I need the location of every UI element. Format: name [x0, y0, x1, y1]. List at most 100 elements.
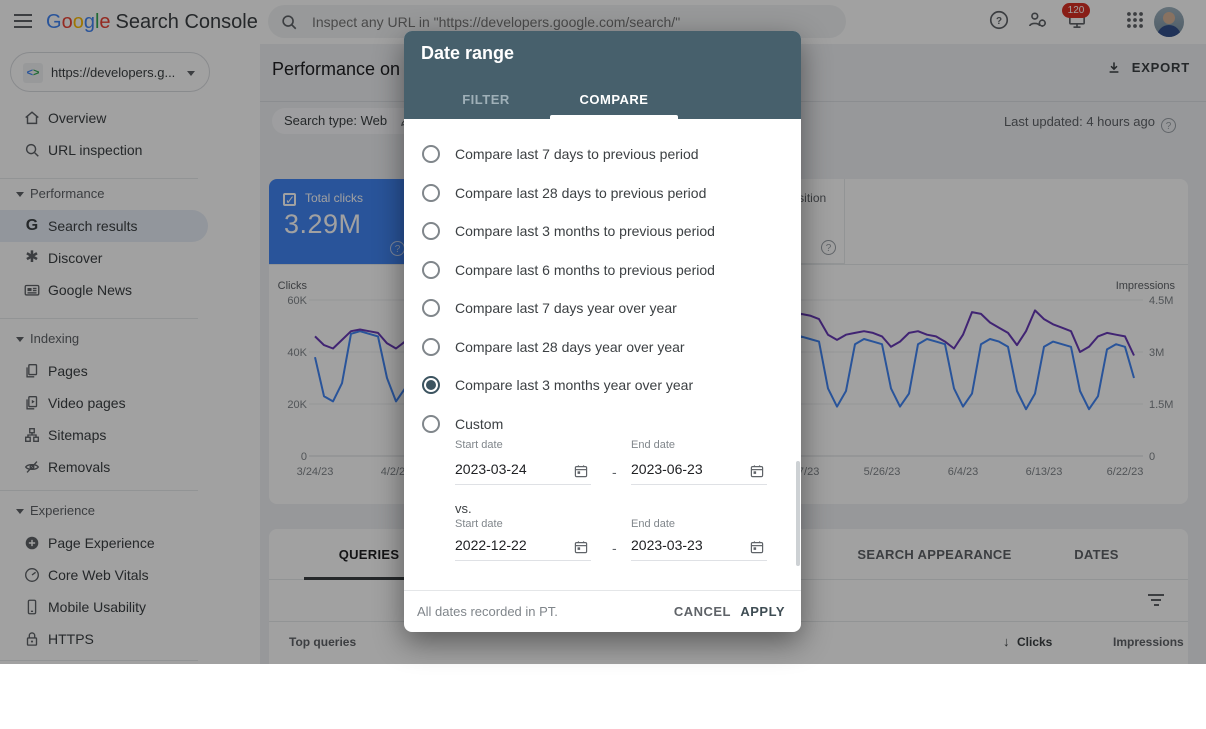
- tab-dates[interactable]: DATES: [1074, 547, 1119, 562]
- news-icon: [23, 281, 41, 299]
- compare-option[interactable]: Compare last 6 months to previous period: [404, 251, 801, 290]
- total-clicks-value: 3.29M: [284, 209, 362, 239]
- end-date-input-1[interactable]: [631, 461, 739, 477]
- search-type-chip[interactable]: Search type: Web: [272, 108, 425, 134]
- checkbox-checked-icon[interactable]: [283, 193, 296, 207]
- sitemaps-icon: [23, 426, 41, 444]
- sidebar-item-discover[interactable]: ✱ Discover: [0, 242, 208, 274]
- sidebar-item-sitemaps[interactable]: Sitemaps: [0, 419, 208, 451]
- chevron-down-icon: [187, 71, 195, 76]
- radio-icon[interactable]: [422, 222, 440, 240]
- compare-option-label: Compare last 3 months year over year: [455, 377, 694, 393]
- app-logo[interactable]: Google Search Console: [46, 0, 258, 44]
- svg-text:1.5M: 1.5M: [1149, 399, 1173, 411]
- column-header-impressions[interactable]: Impressions: [1113, 635, 1184, 649]
- dialog-footer: All dates recorded in PT. CANCEL APPLY: [404, 590, 801, 632]
- svg-text:4.5M: 4.5M: [1149, 295, 1173, 307]
- start-date-field-1[interactable]: [455, 459, 591, 485]
- notification-badge: 120: [1062, 3, 1090, 18]
- section-indexing[interactable]: Indexing: [0, 327, 208, 351]
- divider: [0, 178, 198, 179]
- sort-desc-icon: ↓: [1003, 634, 1010, 649]
- compare-option-label: Compare last 6 months to previous period: [455, 261, 715, 278]
- compare-option[interactable]: Compare last 3 months to previous period: [404, 212, 801, 251]
- sidebar-item-core-web-vitals[interactable]: Core Web Vitals: [0, 559, 208, 591]
- page-experience-icon: [23, 534, 41, 552]
- settings-user-icon[interactable]: [1026, 9, 1052, 35]
- compare-option[interactable]: Compare last 7 days to previous period: [404, 135, 801, 174]
- svg-text:3M: 3M: [1149, 347, 1164, 359]
- calendar-icon[interactable]: [573, 539, 589, 555]
- radio-icon[interactable]: [422, 414, 440, 433]
- column-header-clicks[interactable]: Clicks: [1017, 635, 1053, 649]
- sidebar-item-video-pages[interactable]: Video pages: [0, 387, 208, 419]
- compare-option[interactable]: Compare last 7 days year over year: [404, 289, 801, 328]
- help-icon[interactable]: ?: [821, 240, 836, 255]
- sidebar: <> https://developers.g... Overview URL …: [0, 44, 260, 664]
- dialog-scrollbar[interactable]: [796, 461, 800, 566]
- end-date-field-1[interactable]: [631, 459, 767, 485]
- start-date-input-2[interactable]: [455, 537, 563, 553]
- home-icon: [23, 109, 41, 127]
- compare-option[interactable]: Compare last 3 months year over year: [404, 366, 801, 405]
- sidebar-item-overview[interactable]: Overview: [0, 102, 208, 134]
- help-icon[interactable]: ?: [988, 9, 1014, 35]
- compare-option[interactable]: Compare last 28 days year over year: [404, 328, 801, 367]
- logo-google: Google: [46, 11, 111, 33]
- sidebar-item-google-news[interactable]: Google News: [0, 274, 208, 306]
- menu-icon[interactable]: [14, 14, 32, 28]
- compare-option-label: Compare last 7 days to previous period: [455, 146, 699, 162]
- chevron-down-icon: [16, 337, 24, 342]
- cancel-button[interactable]: CANCEL: [673, 604, 731, 619]
- end-date-field-2[interactable]: [631, 535, 767, 561]
- tab-compare[interactable]: COMPARE: [579, 92, 649, 107]
- lock-icon: [23, 630, 41, 648]
- sidebar-item-url-inspection[interactable]: URL inspection: [0, 134, 208, 166]
- compare-option-label: Compare last 7 days year over year: [455, 300, 677, 316]
- radio-icon[interactable]: [422, 337, 440, 356]
- property-url: https://developers.g...: [51, 65, 176, 80]
- sidebar-item-pages[interactable]: Pages: [0, 355, 208, 387]
- svg-text:6/4/23: 6/4/23: [948, 466, 979, 478]
- svg-text:Clicks: Clicks: [278, 280, 308, 292]
- sidebar-item-page-experience[interactable]: Page Experience: [0, 527, 208, 559]
- compare-option[interactable]: Compare last 28 days to previous period: [404, 174, 801, 213]
- radio-icon[interactable]: [422, 183, 440, 202]
- start-date-label: Start date: [455, 439, 503, 451]
- start-date-input-1[interactable]: [455, 461, 563, 477]
- sidebar-item-search-results[interactable]: G Search results: [0, 210, 208, 242]
- apps-grid-icon[interactable]: [1124, 9, 1150, 35]
- section-experience[interactable]: Experience: [0, 499, 208, 523]
- radio-icon[interactable]: [422, 260, 440, 279]
- sidebar-item-https[interactable]: HTTPS: [0, 623, 208, 655]
- export-button[interactable]: EXPORT: [1106, 60, 1190, 82]
- avatar[interactable]: [1154, 7, 1184, 37]
- tab-search-appearance[interactable]: SEARCH APPEARANCE: [857, 547, 1012, 562]
- divider: [0, 490, 198, 491]
- radio-icon[interactable]: [422, 145, 440, 163]
- calendar-icon[interactable]: [749, 463, 765, 479]
- radio-icon[interactable]: [422, 299, 440, 317]
- filter-icon[interactable]: [1148, 594, 1164, 609]
- sidebar-item-removals[interactable]: Removals: [0, 451, 208, 483]
- end-date-input-2[interactable]: [631, 537, 739, 553]
- svg-text:40K: 40K: [287, 347, 307, 359]
- help-icon[interactable]: ?: [1161, 118, 1176, 133]
- chevron-down-icon: [16, 509, 24, 514]
- column-header-queries[interactable]: Top queries: [289, 635, 357, 649]
- download-icon: [1109, 62, 1119, 73]
- divider: [0, 318, 198, 319]
- property-selector[interactable]: <> https://developers.g...: [10, 52, 210, 92]
- calendar-icon[interactable]: [749, 539, 765, 555]
- sidebar-item-mobile-usability[interactable]: Mobile Usability: [0, 591, 208, 623]
- calendar-icon[interactable]: [573, 463, 589, 479]
- compare-options-list: Compare last 7 days to previous period Co…: [404, 135, 801, 443]
- radio-selected-icon[interactable]: [422, 376, 440, 394]
- total-clicks-card[interactable]: Total clicks 3.29M ?: [269, 179, 413, 264]
- start-date-field-2[interactable]: [455, 535, 591, 561]
- compare-option[interactable]: Custom: [404, 405, 801, 444]
- tab-queries[interactable]: QUERIES: [304, 529, 434, 580]
- tab-filter[interactable]: FILTER: [462, 92, 510, 107]
- section-performance[interactable]: Performance: [0, 182, 208, 206]
- apply-button[interactable]: APPLY: [740, 604, 785, 619]
